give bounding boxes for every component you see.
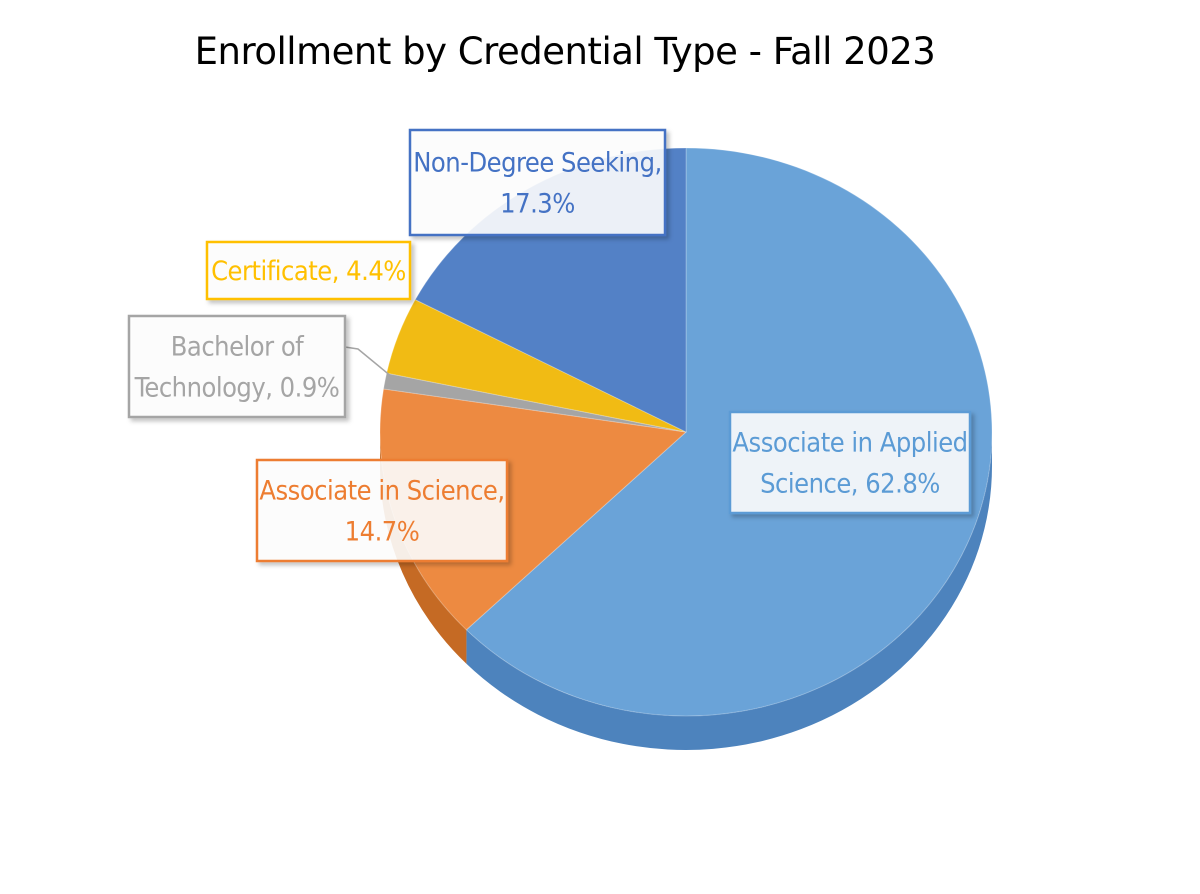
data-label-text-non-degree-seeking: Non-Degree Seeking,: [413, 148, 661, 179]
data-label-associate-applied-science: Associate in Applied Science, 62.8%: [728, 410, 972, 515]
data-label-box-associate-science: [255, 458, 509, 563]
data-label-text-bachelor-technology: Bachelor of: [171, 332, 305, 363]
data-label-text-associate-science: 14.7%: [345, 517, 420, 548]
data-label-bachelor-technology: Bachelor of Technology, 0.9%: [127, 314, 347, 419]
data-label-text-certificate: Certificate, 4.4%: [211, 256, 406, 287]
pie-side-associate-applied-science: [466, 432, 993, 750]
chart-title: Enrollment by Credential Type - Fall 202…: [194, 30, 936, 73]
data-label-box-certificate: [205, 240, 412, 301]
leader-line-bachelor-technology: [344, 346, 393, 378]
data-label-text-associate-applied-science: Science, 62.8%: [760, 469, 940, 500]
data-label-text-associate-applied-science: Associate in Applied: [732, 428, 967, 459]
data-label-text-bachelor-technology: Technology, 0.9%: [134, 373, 340, 404]
data-label-box-associate-applied-science: [728, 410, 972, 515]
data-label-text-non-degree-seeking: 17.3%: [500, 189, 575, 220]
data-label-box-bachelor-technology: [127, 314, 347, 419]
data-label-associate-science: Associate in Science, 14.7%: [255, 458, 509, 563]
data-label-box-non-degree-seeking: [408, 128, 667, 237]
data-label-text-associate-science: Associate in Science,: [259, 476, 504, 507]
data-label-certificate: Certificate, 4.4%: [205, 240, 412, 301]
data-label-non-degree-seeking: Non-Degree Seeking, 17.3%: [408, 128, 667, 237]
